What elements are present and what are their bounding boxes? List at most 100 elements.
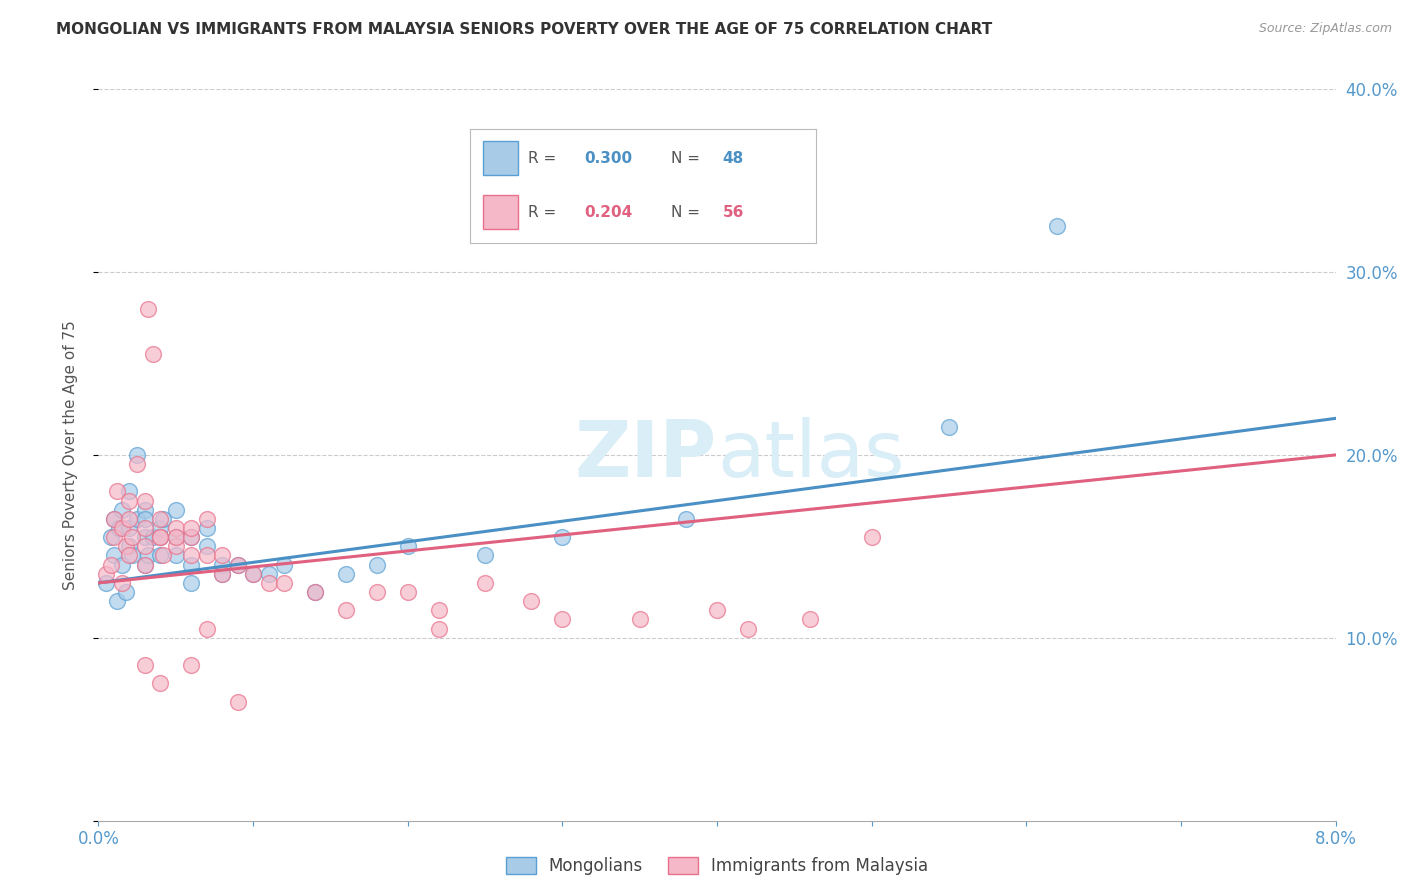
Text: atlas: atlas [717,417,904,493]
Point [551,530,574,544]
Point [134,502,156,516]
Point [304,585,326,599]
Point [118,484,141,499]
Point [860,530,883,544]
Point [474,549,496,563]
Point [165,502,187,516]
Point [103,530,125,544]
Point [242,566,264,581]
Point [257,566,280,581]
Point [195,539,218,553]
Point [242,566,264,581]
Point [211,566,233,581]
Point [111,558,134,572]
Point [118,512,141,526]
Point [427,622,450,636]
Point [149,530,172,544]
Point [118,493,141,508]
Text: Source: ZipAtlas.com: Source: ZipAtlas.com [1258,22,1392,36]
Point [211,549,233,563]
Point [103,549,125,563]
Point [127,448,149,462]
Point [103,512,125,526]
Point [142,347,165,361]
Point [165,530,187,544]
Point [335,603,357,617]
Point [134,493,156,508]
Point [257,576,280,591]
Point [366,558,388,572]
Point [226,558,249,572]
Point [273,558,295,572]
Point [100,530,122,544]
Point [1046,219,1069,234]
Point [195,549,218,563]
Point [149,530,172,544]
Point [304,585,326,599]
Text: MONGOLIAN VS IMMIGRANTS FROM MALAYSIA SENIORS POVERTY OVER THE AGE OF 75 CORRELA: MONGOLIAN VS IMMIGRANTS FROM MALAYSIA SE… [56,22,993,37]
Point [149,512,172,526]
Point [111,521,134,535]
Point [211,558,233,572]
Y-axis label: Seniors Poverty Over the Age of 75: Seniors Poverty Over the Age of 75 [63,320,77,590]
Point [938,420,960,434]
Point [111,576,134,591]
Point [211,566,233,581]
Point [366,585,388,599]
Point [149,676,172,690]
Point [152,512,174,526]
Point [103,512,125,526]
Point [551,613,574,627]
Point [134,558,156,572]
Point [127,457,149,471]
Point [180,576,202,591]
Point [737,622,759,636]
Point [142,530,165,544]
Point [396,539,419,553]
Point [165,539,187,553]
Point [134,658,156,673]
Point [273,576,295,591]
Point [118,539,141,553]
Point [115,585,138,599]
Point [799,613,821,627]
Point [134,512,156,526]
Point [105,594,128,608]
Point [180,521,202,535]
Point [134,521,156,535]
Point [706,603,728,617]
Point [118,521,141,535]
Point [396,585,419,599]
Point [152,549,174,563]
Point [226,558,249,572]
Point [134,558,156,572]
Point [136,549,159,563]
Point [474,576,496,591]
Point [180,530,202,544]
Point [149,521,172,535]
Point [118,549,141,563]
Point [427,603,450,617]
Point [180,558,202,572]
Point [121,549,143,563]
Text: ZIP: ZIP [575,417,717,493]
Point [96,576,118,591]
Point [115,539,138,553]
Point [195,622,218,636]
Point [134,530,156,544]
Point [180,549,202,563]
Point [165,521,187,535]
Point [111,502,134,516]
Point [105,484,128,499]
Legend: Mongolians, Immigrants from Malaysia: Mongolians, Immigrants from Malaysia [499,850,935,882]
Point [180,530,202,544]
Point [136,301,159,316]
Point [127,512,149,526]
Point [165,549,187,563]
Point [675,512,697,526]
Point [165,530,187,544]
Point [520,594,543,608]
Point [149,549,172,563]
Point [96,566,118,581]
Point [134,539,156,553]
